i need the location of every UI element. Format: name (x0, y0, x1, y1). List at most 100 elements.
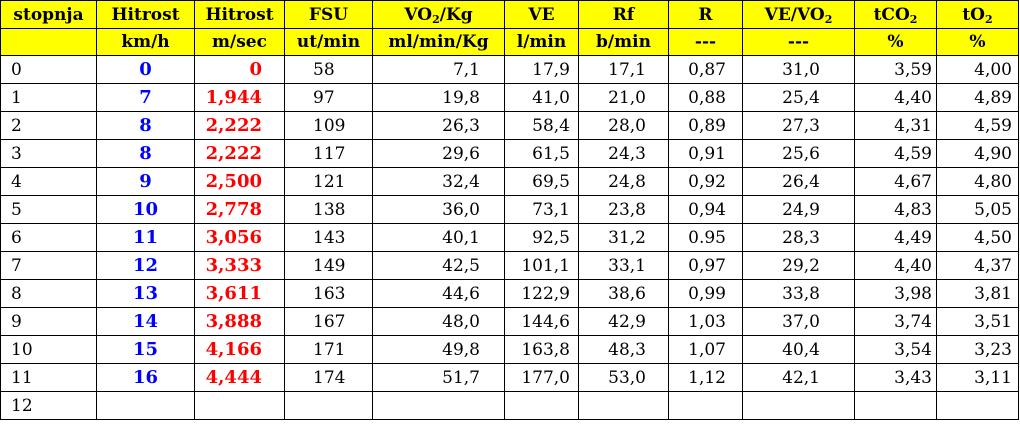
cell-r: 0,91 (668, 139, 743, 168)
header-hitrost-ms: Hitrost (194, 0, 285, 29)
cell-to2: 4,00 (936, 55, 1019, 84)
cell-fsu: 58 (284, 55, 373, 84)
cell-speed-ms: 4,166 (194, 335, 285, 364)
cell-to2: 4,37 (936, 251, 1019, 280)
cell-tco2: 3,54 (854, 335, 937, 364)
cell-vevo2: 25,6 (742, 139, 855, 168)
cell-tco2: 4,40 (854, 83, 937, 112)
cell-ve: 17,9 (504, 55, 579, 84)
cell-tco2 (854, 391, 937, 420)
table-row: 11 16 4,444 174 51,7 177,0 53,0 1,12 42,1 3,43 3,1… (0, 363, 1019, 392)
cell-to2: 4,59 (936, 111, 1019, 140)
unit-kmh: km/h (96, 28, 195, 56)
cell-vevo2: 24,9 (742, 195, 855, 224)
cell-to2: 4,80 (936, 167, 1019, 196)
cell-vo2: 42,5 (372, 251, 505, 280)
cell-rf: 33,1 (578, 251, 669, 280)
cell-speed-ms: 3,611 (194, 279, 285, 308)
cell-r (668, 391, 743, 420)
cell-tco2: 4,40 (854, 251, 937, 280)
cell-speed-ms: 3,056 (194, 223, 285, 252)
cell-tco2: 4,59 (854, 139, 937, 168)
cell-vo2 (372, 391, 505, 420)
cell-speed-ms: 3,333 (194, 251, 285, 280)
table-row: 7 12 3,333 149 42,5 101,1 33,1 0,97 29,2 4,40 4,37 (0, 251, 1019, 280)
cell-speed-kmh: 16 (96, 363, 195, 392)
unit-r: --- (668, 28, 743, 56)
cell-speed-ms: 1,944 (194, 83, 285, 112)
cell-speed-ms: 2,222 (194, 111, 285, 140)
cell-tco2: 4,83 (854, 195, 937, 224)
cell-ve: 92,5 (504, 223, 579, 252)
cell-tco2: 4,67 (854, 167, 937, 196)
cell-stopnja: 8 (0, 279, 97, 308)
table-row: 12 (0, 391, 1019, 420)
header-vevo2-base: VE/VO (764, 4, 825, 25)
cell-speed-kmh: 12 (96, 251, 195, 280)
cell-fsu: 109 (284, 111, 373, 140)
header-vo2-suffix: /Kg (439, 4, 473, 25)
cell-ve: 61,5 (504, 139, 579, 168)
cell-stopnja: 11 (0, 363, 97, 392)
cell-tco2: 3,74 (854, 307, 937, 336)
cell-r: 1,07 (668, 335, 743, 364)
cell-fsu: 117 (284, 139, 373, 168)
cell-r: 1,12 (668, 363, 743, 392)
unit-ve: l/min (504, 28, 579, 56)
cell-fsu: 149 (284, 251, 373, 280)
cell-tco2: 3,59 (854, 55, 937, 84)
table-row: 4 9 2,500 121 32,4 69,5 24,8 0,92 26,4 4,67 4,80 (0, 167, 1019, 196)
cell-stopnja: 1 (0, 83, 97, 112)
header-tco2-base: tCO (873, 4, 910, 25)
cell-speed-kmh: 0 (96, 55, 195, 84)
cell-r: 0,94 (668, 195, 743, 224)
header-vo2-base: VO (404, 4, 433, 25)
cell-r: 0.95 (668, 223, 743, 252)
cell-fsu: 121 (284, 167, 373, 196)
cell-stopnja: 2 (0, 111, 97, 140)
cell-ve: 69,5 (504, 167, 579, 196)
cell-tco2: 3,43 (854, 363, 937, 392)
cell-speed-ms: 2,500 (194, 167, 285, 196)
cell-to2 (936, 391, 1019, 420)
cell-to2: 3,11 (936, 363, 1019, 392)
header-vo2: VO2/Kg (372, 0, 505, 29)
cell-rf: 48,3 (578, 335, 669, 364)
unit-rf: b/min (578, 28, 669, 56)
header-vevo2: VE/VO2 (742, 0, 855, 29)
header-rf: Rf (578, 0, 669, 29)
cell-speed-ms: 3,888 (194, 307, 285, 336)
cell-fsu: 143 (284, 223, 373, 252)
cell-to2: 3,23 (936, 335, 1019, 364)
cell-stopnja: 7 (0, 251, 97, 280)
cell-ve: 73,1 (504, 195, 579, 224)
table-row: 3 8 2,222 117 29,6 61,5 24,3 0,91 25,6 4,59 4,90 (0, 139, 1019, 168)
cell-r: 1,03 (668, 307, 743, 336)
header-to2: tO2 (936, 0, 1019, 29)
cell-fsu: 171 (284, 335, 373, 364)
cell-tco2: 3,98 (854, 279, 937, 308)
cell-stopnja: 6 (0, 223, 97, 252)
cell-to2: 4,50 (936, 223, 1019, 252)
cell-stopnja: 9 (0, 307, 97, 336)
header-tco2-sub: 2 (909, 12, 918, 26)
cell-stopnja: 4 (0, 167, 97, 196)
cell-to2: 3,51 (936, 307, 1019, 336)
cell-ve (504, 391, 579, 420)
cell-fsu: 167 (284, 307, 373, 336)
cell-vo2: 51,7 (372, 363, 505, 392)
cell-ve: 41,0 (504, 83, 579, 112)
cell-r: 0,99 (668, 279, 743, 308)
header-r: R (668, 0, 743, 29)
cell-vo2: 29,6 (372, 139, 505, 168)
cell-vevo2: 25,4 (742, 83, 855, 112)
cell-ve: 163,8 (504, 335, 579, 364)
cell-vo2: 32,4 (372, 167, 505, 196)
cell-vevo2: 27,3 (742, 111, 855, 140)
cell-vo2: 44,6 (372, 279, 505, 308)
cell-speed-kmh: 8 (96, 139, 195, 168)
cell-fsu: 97 (284, 83, 373, 112)
cell-speed-ms: 2,222 (194, 139, 285, 168)
cell-vevo2: 26,4 (742, 167, 855, 196)
